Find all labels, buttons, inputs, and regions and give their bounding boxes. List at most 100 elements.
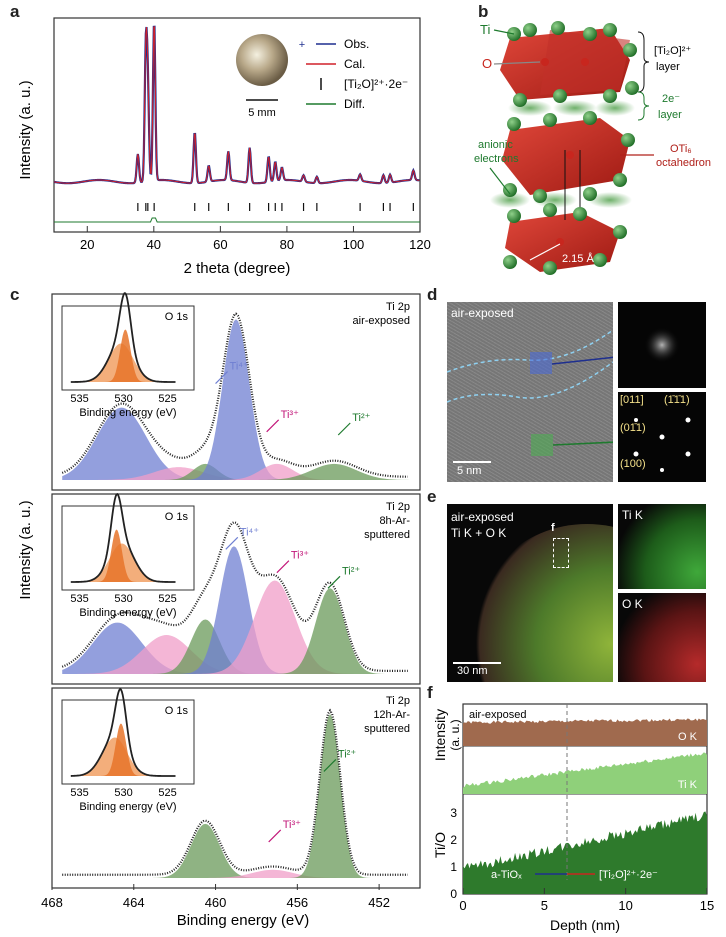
hrtem-scale-text: 5 nm	[457, 465, 482, 477]
ti-atom	[553, 89, 567, 103]
panel-b-structure: Ti O [Ti₂O]²⁺ layer 2e⁻ layer anionic el…	[474, 21, 711, 275]
x-tick-label: 464	[123, 895, 145, 910]
x-tick-label: 0	[459, 898, 466, 913]
x-tick-label: 100	[343, 237, 365, 252]
spot-label-111: (1̄1̄1)	[664, 394, 690, 406]
panel-c-xticks: 468 464 460 456 452	[41, 884, 390, 910]
o-k-map-label: O K	[622, 597, 643, 611]
label-distance: 2.15 Å	[562, 252, 594, 265]
ti-k-label: Ti K	[678, 779, 698, 791]
panel-c-xps: Intensity (a. u.) Binding energy (eV) 46…	[17, 292, 421, 929]
fft-pattern-2: [011] (1̄1̄1) (01̄1) (100)	[618, 392, 706, 482]
o-atom	[556, 238, 564, 246]
panel-f-yticks: 0 1 2 3	[450, 806, 457, 901]
eds-region-f-label: f	[551, 522, 555, 534]
ti-atom	[543, 261, 557, 275]
fit-component	[62, 319, 410, 480]
x-tick-label: 456	[286, 895, 308, 910]
x-tick-label: 468	[41, 895, 63, 910]
ti-atom	[543, 203, 557, 217]
panel-a-difference-trace	[54, 217, 420, 223]
xps-air-exposed: Ti 2p air-exposed Ti⁴⁺ Ti³⁺ Ti²⁺ O 1s 535 530 52…	[51, 292, 421, 491]
x-tick-label: 15	[700, 898, 714, 913]
panel-a-label: a	[10, 2, 20, 21]
anionic-arrow	[489, 167, 511, 195]
panel-c-xlabel: Binding energy (eV)	[177, 912, 310, 929]
legend-diff-label: Diff.	[344, 97, 365, 111]
peak-arrow	[268, 829, 282, 843]
subpanel-frame	[51, 293, 421, 491]
panel-f-ylabel2: (a. u.)	[448, 719, 462, 750]
x-tick-label: 60	[213, 237, 227, 252]
subpanel-title: air-exposed	[353, 315, 410, 327]
inset-envelope	[70, 292, 176, 383]
fit-component	[62, 467, 410, 480]
label-ti: Ti	[480, 22, 490, 37]
o-k-profile	[463, 718, 707, 746]
eds-overlay-map: f air-exposed Ti K + O K 30 nm	[447, 504, 613, 682]
panel-f-ylabel3: Ti/O	[432, 832, 448, 858]
panel-a-xlabel: 2 theta (degree)	[184, 260, 291, 277]
label-layer2b: layer	[658, 109, 682, 121]
fit-component	[62, 546, 410, 674]
ti-atom	[543, 113, 557, 127]
x-tick-label: 452	[368, 895, 390, 910]
eds-region-f	[553, 538, 569, 568]
ti-atoms	[503, 21, 639, 275]
fft-pattern-1	[618, 302, 706, 388]
ti-atom	[503, 183, 517, 197]
panel-d-label: d	[427, 285, 438, 304]
subpanel-frame	[51, 687, 421, 889]
fft-region-2	[531, 434, 553, 456]
ti-atom	[623, 43, 637, 57]
peak-arrow	[225, 536, 239, 550]
y-tick-label: 3	[450, 806, 457, 820]
electron-layer-1	[508, 100, 635, 116]
inset-tick-label: 530	[114, 787, 132, 799]
subpanel-title: sputtered	[364, 529, 410, 541]
inset-xlabel: Binding energy (eV)	[79, 607, 176, 619]
legend-obs-label: Obs.	[344, 37, 369, 51]
y-tick-label: 1	[450, 860, 457, 874]
spot-label-100: (100)	[620, 458, 646, 470]
e-layer-brace	[637, 91, 650, 121]
panel-a-scale-text: 5 mm	[248, 107, 276, 119]
panel-a-xrd: Intensity (a. u.) 2 theta (degree) 20 40 6…	[17, 17, 431, 277]
ti-atom	[533, 189, 547, 203]
fft-arrow-1	[551, 356, 613, 365]
ti-atom	[603, 23, 617, 37]
right-phase-label: [Ti₂O]²⁺·2e⁻	[599, 869, 658, 881]
o-arrow	[493, 61, 541, 65]
hrtem-label: air-exposed	[451, 306, 514, 320]
ti-atom	[621, 133, 635, 147]
ti-atom	[593, 253, 607, 267]
ti-atom	[583, 27, 597, 41]
ti-atom	[503, 255, 517, 269]
inset-envelope	[70, 493, 176, 583]
xps-12h-sputtered: Ti 2p 12h-Ar-sputtered Ti³⁺ Ti²⁺ O 1s 535 530 5…	[51, 687, 421, 889]
panel-b-label: b	[478, 2, 489, 21]
eds-scale-text: 30 nm	[457, 665, 488, 677]
o-atom	[541, 58, 549, 66]
label-electrons: electrons	[474, 153, 519, 165]
peak-label: Ti⁴⁺	[230, 361, 249, 373]
peak-label: Ti³⁺	[283, 819, 301, 831]
inset-tick-label: 525	[158, 787, 176, 799]
label-anionic: anionic	[478, 139, 513, 151]
left-phase-label: a-TiOₓ	[491, 869, 522, 881]
eds-particle	[467, 524, 613, 682]
boundary-line-bottom	[447, 361, 613, 403]
panel-a-ylabel: Intensity (a. u.)	[17, 80, 34, 179]
inset-tick-label: 535	[70, 787, 88, 799]
peak-arrow	[276, 560, 290, 574]
inset-tick-label: 530	[114, 593, 132, 605]
inset-tick-label: 525	[158, 393, 176, 405]
peak-label: Ti⁴⁺	[240, 526, 259, 538]
y-tick-label: 2	[450, 833, 457, 847]
o-atom	[581, 58, 589, 66]
envelope-trace	[61, 521, 408, 672]
peak-label: Ti²⁺	[352, 412, 370, 424]
label-o: O	[482, 56, 492, 71]
subpanel-frame	[51, 493, 421, 685]
inset-title: O 1s	[165, 311, 189, 323]
